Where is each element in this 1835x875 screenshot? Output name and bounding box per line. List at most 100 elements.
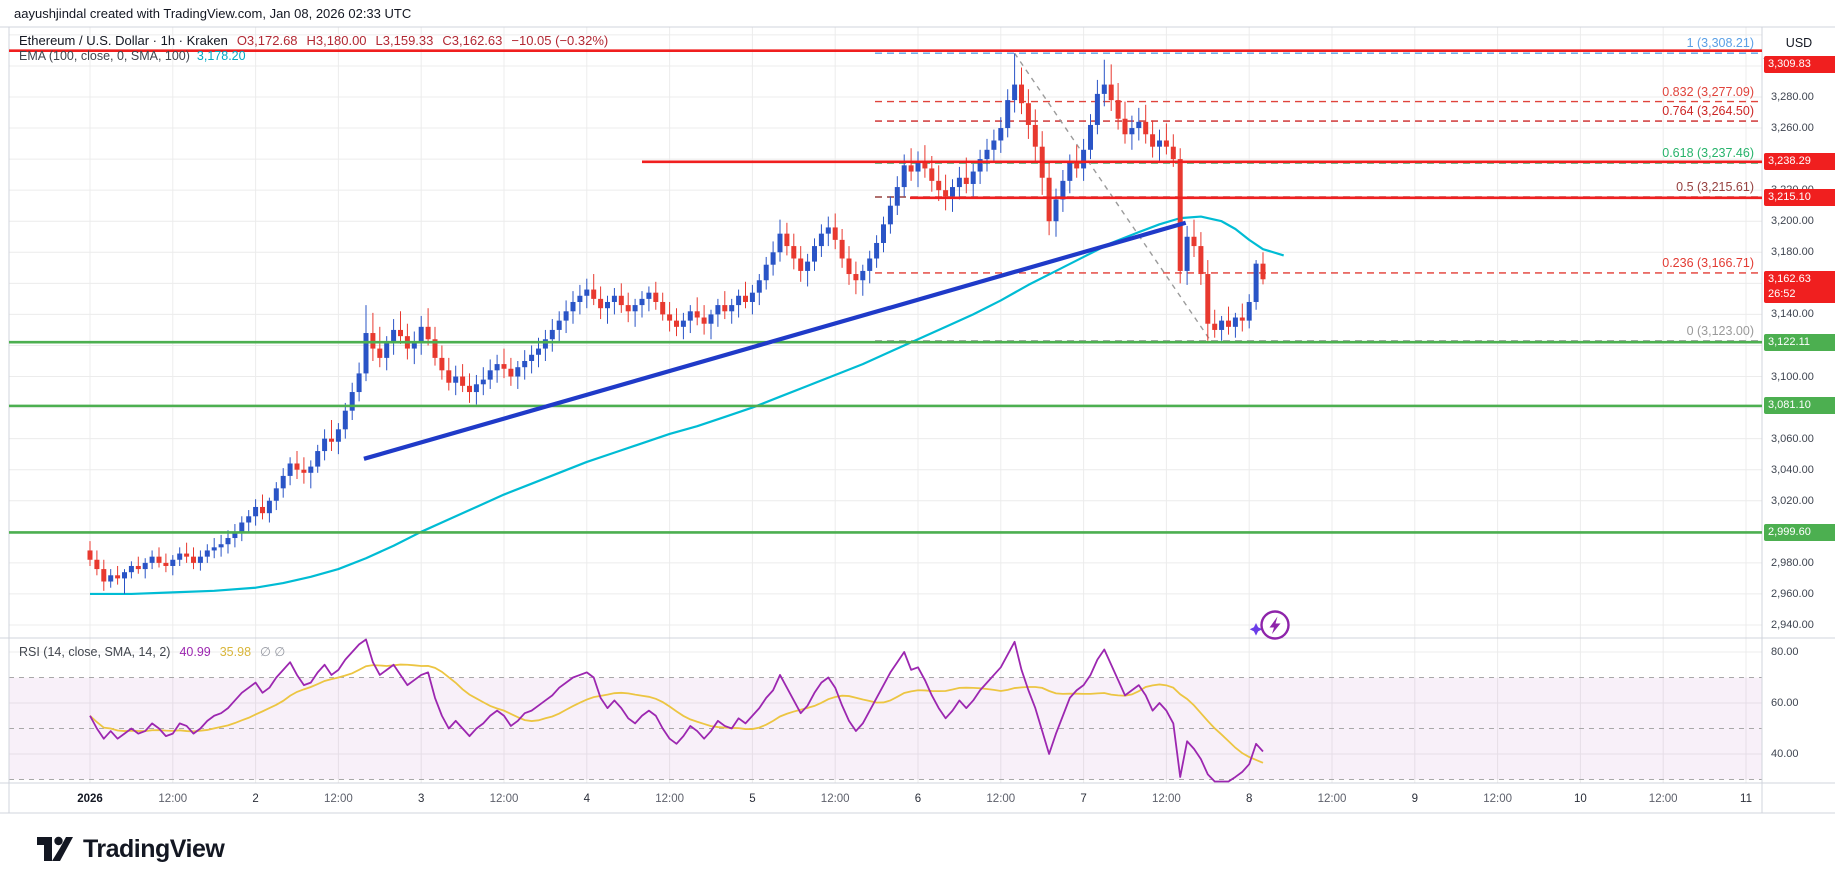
sparkle-icon bbox=[1249, 623, 1263, 636]
candle-body bbox=[570, 301, 576, 312]
candle-body bbox=[743, 295, 748, 302]
candle-body bbox=[584, 289, 590, 296]
candle-body bbox=[556, 320, 562, 330]
candle-body bbox=[756, 280, 762, 293]
candle-body bbox=[356, 373, 362, 393]
candle-body bbox=[680, 320, 686, 327]
footer-brand[interactable]: TradingView bbox=[36, 834, 225, 864]
price-level-badge: 3,238.29 bbox=[1764, 153, 1835, 171]
candle-body bbox=[473, 384, 479, 393]
time-axis-label[interactable]: 6 bbox=[914, 793, 922, 805]
fib-label: 0.618 (3,237.46) bbox=[1662, 146, 1754, 161]
candle-body bbox=[370, 333, 376, 349]
rsi-axis-label: 60.00 bbox=[1771, 697, 1799, 709]
time-axis-label[interactable]: 12:00 bbox=[1648, 793, 1678, 805]
candle-body bbox=[225, 538, 231, 545]
time-axis-label[interactable]: 12:00 bbox=[1317, 793, 1347, 805]
candle-body bbox=[653, 292, 659, 302]
candle-body bbox=[1129, 128, 1135, 135]
candle-body bbox=[460, 376, 466, 386]
candle-body bbox=[749, 292, 755, 302]
rsi-axis-label: 80.00 bbox=[1771, 646, 1799, 658]
time-axis-label[interactable]: 12:00 bbox=[1152, 793, 1181, 805]
candle-body bbox=[1177, 159, 1183, 271]
time-axis-label[interactable]: 5 bbox=[749, 793, 756, 805]
ema-label[interactable]: EMA (100, close, 0, SMA, 100) bbox=[19, 49, 190, 63]
candle-body bbox=[1012, 84, 1018, 101]
rsi-ma-line[interactable] bbox=[89, 663, 1264, 764]
time-axis-label[interactable]: 12:00 bbox=[655, 793, 684, 805]
candle-body bbox=[204, 550, 210, 557]
candle-body bbox=[232, 531, 238, 539]
price-axis-label: 2,980.00 bbox=[1771, 556, 1814, 569]
candle-body bbox=[770, 252, 776, 265]
price-axis-label: 3,140.00 bbox=[1771, 308, 1814, 321]
candle-body bbox=[1163, 140, 1169, 147]
ema-line[interactable] bbox=[90, 215, 1285, 596]
candle-body bbox=[660, 301, 666, 315]
candle-body bbox=[501, 364, 507, 369]
candle-body bbox=[115, 575, 121, 579]
candle-body bbox=[411, 342, 417, 349]
candle-body bbox=[508, 368, 514, 377]
candle-body bbox=[315, 451, 321, 467]
candle-body bbox=[439, 357, 445, 371]
price-axis-label: 2,960.00 bbox=[1771, 587, 1814, 600]
time-axis-label[interactable]: 12:00 bbox=[158, 793, 188, 805]
candle-body bbox=[349, 392, 355, 411]
time-axis-label[interactable]: 10 bbox=[1573, 793, 1587, 805]
candle-body bbox=[1136, 121, 1142, 129]
time-axis-label[interactable]: 3 bbox=[417, 793, 425, 805]
time-axis-label[interactable]: 2026 bbox=[77, 793, 103, 805]
candle-body bbox=[101, 569, 107, 582]
candle-body bbox=[791, 246, 797, 259]
time-axis-label[interactable]: 8 bbox=[1245, 793, 1253, 805]
attribution-text: aayushjindal created with TradingView.co… bbox=[14, 6, 412, 21]
price-axis-label: 3,280.00 bbox=[1771, 91, 1814, 103]
candle-body bbox=[1094, 93, 1100, 125]
ema-value: 3,178.20 bbox=[196, 49, 246, 63]
candle-body bbox=[487, 370, 493, 380]
candle-body bbox=[860, 270, 866, 281]
candle-body bbox=[618, 295, 624, 306]
candle-body bbox=[384, 342, 390, 358]
time-axis-label[interactable]: 4 bbox=[583, 793, 590, 805]
time-axis-label[interactable]: 12:00 bbox=[1483, 793, 1512, 805]
candle-body bbox=[163, 562, 169, 566]
time-axis-label[interactable]: 7 bbox=[1080, 793, 1087, 805]
time-axis-label[interactable]: 12:00 bbox=[489, 793, 519, 805]
rsi-line[interactable] bbox=[89, 638, 1264, 783]
rsi-label[interactable]: RSI (14, close, SMA, 14, 2) bbox=[19, 645, 171, 659]
candle-body bbox=[1205, 274, 1211, 324]
candle-body bbox=[887, 205, 893, 225]
time-axis-label[interactable]: 12:00 bbox=[324, 793, 353, 805]
candle-body bbox=[294, 463, 300, 470]
candle-body bbox=[149, 556, 155, 563]
candle-body bbox=[342, 410, 348, 430]
candle-body bbox=[1170, 146, 1176, 160]
candle-body bbox=[818, 233, 824, 247]
time-axis-label[interactable]: 9 bbox=[1411, 793, 1418, 805]
candle-body bbox=[605, 301, 610, 309]
flash-action-button[interactable] bbox=[1248, 604, 1294, 646]
candle-body bbox=[1226, 320, 1231, 327]
symbol-legend: Ethereum / U.S. Dollar · 1h · Kraken O3,1… bbox=[19, 33, 608, 48]
ohlc-close: C3,162.63 bbox=[442, 33, 503, 48]
time-axis-label[interactable]: 12:00 bbox=[986, 793, 1016, 805]
candle-body bbox=[1108, 84, 1114, 101]
last-price-badge: 3,162.63 26:52 bbox=[1764, 270, 1835, 303]
candle-body bbox=[1005, 100, 1011, 129]
candle-body bbox=[197, 556, 203, 563]
candle-body bbox=[963, 177, 969, 184]
time-axis-label[interactable]: 2 bbox=[252, 793, 259, 805]
time-axis-label[interactable]: 12:00 bbox=[820, 793, 850, 805]
candle-body bbox=[446, 370, 452, 383]
time-axis-label[interactable]: 11 bbox=[1740, 793, 1752, 805]
price-axis-currency[interactable]: USD bbox=[1763, 28, 1835, 59]
candle-body bbox=[936, 180, 942, 191]
candle-body bbox=[1143, 121, 1149, 135]
symbol-title[interactable]: Ethereum / U.S. Dollar · 1h · Kraken bbox=[19, 33, 228, 48]
candle-body bbox=[515, 367, 521, 377]
